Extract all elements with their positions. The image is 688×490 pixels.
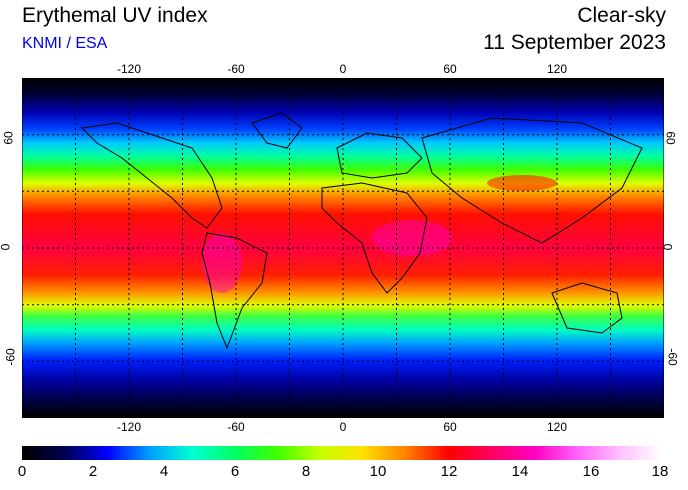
colorbar-label-18: 18: [651, 463, 669, 480]
lat-tick-left-neg60: -60: [3, 348, 18, 366]
colorbar-label-2: 2: [88, 463, 98, 480]
australia-outline: [551, 282, 623, 334]
lon-tick-top-neg120: -120: [116, 62, 142, 76]
colorbar-label-16: 16: [582, 463, 600, 480]
date-label: 11 September 2023: [483, 31, 666, 54]
lat-tick-left-60: 60: [1, 131, 16, 145]
lon-tick-top-neg60: -60: [227, 62, 245, 76]
asia-outline: [421, 117, 643, 244]
uv-colorbar: [22, 446, 662, 460]
lon-tick-top-60: 60: [443, 62, 457, 76]
uv-hotspot-africa: [372, 220, 452, 256]
colorbar-label-4: 4: [159, 463, 169, 480]
uv-index-map[interactable]: [22, 78, 664, 418]
colorbar-label-0: 0: [17, 463, 27, 480]
africa-outline: [321, 182, 428, 294]
lon-tick-bottom-120: 120: [546, 420, 568, 434]
uv-map-svg: [22, 78, 664, 418]
europe-outline: [336, 132, 423, 179]
colorbar-label-8: 8: [301, 463, 311, 480]
lat-tick-left-0: 0: [0, 244, 12, 251]
lon-tick-top-0: 0: [339, 62, 347, 76]
source-credit: KNMI / ESA: [22, 35, 108, 52]
south-america-outline: [201, 232, 268, 350]
colorbar-label-14: 14: [511, 463, 529, 480]
lon-tick-top-120: 120: [546, 62, 568, 76]
lon-tick-bottom-neg60: -60: [227, 420, 245, 434]
sky-condition-label: Clear-sky: [577, 4, 666, 27]
colorbar-label-6: 6: [230, 463, 240, 480]
greenland-outline: [251, 112, 303, 149]
lon-tick-bottom-neg120: -120: [116, 420, 142, 434]
colorbar-label-10: 10: [369, 463, 387, 480]
north-america-outline: [80, 122, 223, 229]
lon-tick-bottom-0: 0: [339, 420, 347, 434]
colorbar-label-12: 12: [440, 463, 458, 480]
graticule: [22, 78, 664, 418]
uv-hotspot-tibet: [487, 175, 557, 191]
lat-tick-right-60: 60: [663, 131, 678, 145]
map-title: Erythemal UV index: [22, 4, 208, 27]
coastlines: [80, 112, 643, 350]
lon-tick-bottom-60: 60: [443, 420, 457, 434]
lat-tick-right-neg60: -60: [665, 348, 680, 366]
